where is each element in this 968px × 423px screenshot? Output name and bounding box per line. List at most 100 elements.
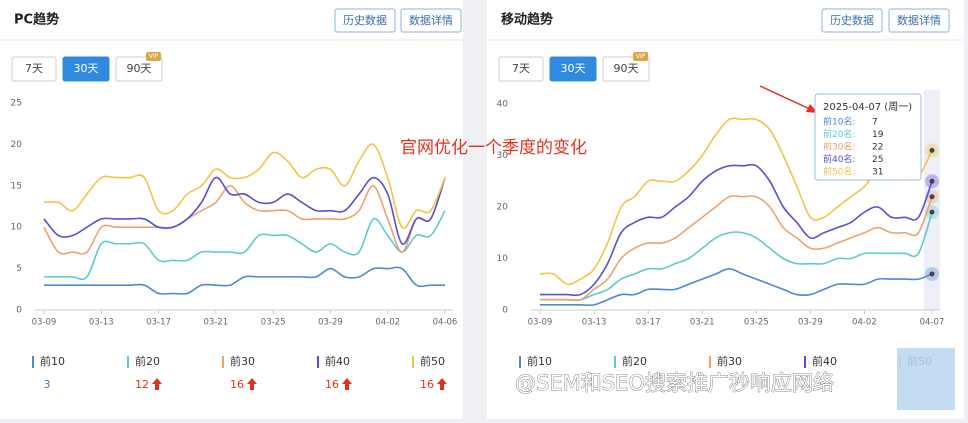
panel-title: PC趋势 (14, 12, 59, 28)
y-tick-label: 30 (497, 151, 509, 161)
range-button-label[interactable]: 7天 (25, 62, 43, 75)
legend-value: 16 (325, 378, 339, 391)
vip-badge (633, 52, 648, 61)
legend-swatch (222, 356, 224, 368)
tooltip-value: 7 (872, 118, 878, 128)
hover-point (929, 209, 935, 215)
x-tick-label: 03-17 (636, 318, 661, 328)
y-tick-label: 0 (16, 306, 22, 316)
series-line (539, 117, 933, 286)
x-tick-label: 04-02 (375, 318, 400, 328)
legend-swatch (614, 356, 616, 368)
tooltip-box (814, 93, 922, 181)
x-tick-label: 03-25 (261, 318, 286, 328)
header-button-label[interactable]: 数据详情 (409, 13, 453, 27)
series-line (43, 143, 446, 229)
series-line (43, 177, 446, 255)
hover-band (924, 90, 940, 310)
x-tick-label: 03-29 (318, 318, 343, 328)
series-line (540, 163, 933, 297)
tooltip-value: 22 (872, 143, 883, 153)
legend-swatch (127, 356, 129, 368)
x-tick-label: 03-13 (89, 318, 114, 328)
header-button-label[interactable]: 历史数据 (830, 13, 874, 27)
series-line (540, 211, 933, 301)
series-line (540, 195, 933, 302)
legend-swatch (317, 356, 319, 368)
x-tick-label: 03-17 (146, 318, 171, 328)
legend-value: 12 (135, 378, 149, 391)
range-button-label[interactable]: 30天 (74, 62, 99, 75)
hover-point (929, 147, 935, 153)
legend-swatch (412, 356, 414, 368)
range-button-label[interactable]: 90天 (614, 62, 639, 75)
legend-swatch (804, 356, 806, 368)
x-tick-label: 04-06 (433, 318, 458, 328)
panel-title: 移动趋势 (501, 12, 553, 28)
tooltip-label: 前30名: (823, 141, 856, 153)
legend-value: 3 (44, 378, 51, 391)
legend-value: 16 (230, 378, 244, 391)
series-line (43, 176, 446, 245)
y-tick-label: 40 (497, 100, 509, 110)
legend-label: 前10 (40, 354, 65, 368)
up-arrow (437, 378, 447, 390)
legend-label: 前10 (527, 354, 552, 368)
y-tick-label: 5 (16, 264, 22, 274)
header-button[interactable] (400, 8, 462, 33)
y-tick-label: 20 (11, 140, 23, 150)
x-tick-label: 03-21 (690, 318, 715, 328)
hover-point (929, 178, 935, 184)
x-tick-label: 04-02 (852, 318, 877, 328)
y-tick-label: 15 (11, 181, 22, 191)
legend-swatch (709, 356, 711, 368)
tooltip-label: 前50名: (823, 166, 856, 178)
tooltip-title: 2025-04-07 (周一) (823, 101, 912, 113)
series-line (540, 267, 933, 307)
y-tick-label: 0 (502, 306, 508, 316)
range-button[interactable] (498, 56, 544, 82)
range-button[interactable] (11, 56, 57, 82)
hover-point (929, 271, 935, 277)
x-tick-label: 03-25 (744, 318, 769, 328)
header-button-label[interactable]: 历史数据 (343, 13, 387, 27)
x-tick-label: 03-29 (798, 318, 823, 328)
tooltip-value: 31 (872, 168, 883, 178)
header-button[interactable] (888, 8, 950, 33)
tooltip-label: 前10名: (823, 116, 856, 128)
y-tick-label: 25 (11, 99, 22, 109)
range-button-label[interactable]: 30天 (561, 62, 586, 75)
hover-point (929, 194, 935, 200)
range-button[interactable] (62, 56, 110, 82)
range-button-label[interactable]: 90天 (127, 62, 152, 75)
watermark-image (897, 348, 955, 410)
annotation: 官网优化一个季度的变化 (400, 138, 587, 158)
range-button[interactable] (115, 56, 163, 82)
header-button-label[interactable]: 数据详情 (897, 13, 941, 27)
y-tick-label: 20 (497, 203, 509, 213)
x-tick-label: 03-09 (528, 318, 553, 328)
legend-label: 前50 (420, 354, 445, 368)
vip-label: VIP (636, 53, 646, 60)
range-button[interactable] (549, 56, 597, 82)
legend-label: 前20 (622, 354, 647, 368)
series-line (44, 210, 446, 281)
legend-swatch (519, 356, 521, 368)
x-tick-label: 04-07 (920, 318, 945, 328)
y-tick-label: 10 (497, 254, 509, 264)
series-line (43, 266, 446, 295)
up-arrow (247, 378, 257, 390)
y-tick-label: 10 (11, 223, 23, 233)
legend-label: 前40 (812, 354, 837, 368)
legend-label: 前40 (325, 354, 350, 368)
header-button[interactable] (821, 8, 883, 33)
tooltip-label: 前20名: (823, 128, 856, 140)
vip-label: VIP (149, 53, 159, 60)
up-arrow (152, 378, 162, 390)
range-button-label[interactable]: 7天 (512, 62, 530, 75)
legend-swatch (32, 356, 34, 368)
header-button[interactable] (334, 8, 396, 33)
range-button[interactable] (602, 56, 650, 82)
legend-label: 前20 (135, 354, 160, 368)
